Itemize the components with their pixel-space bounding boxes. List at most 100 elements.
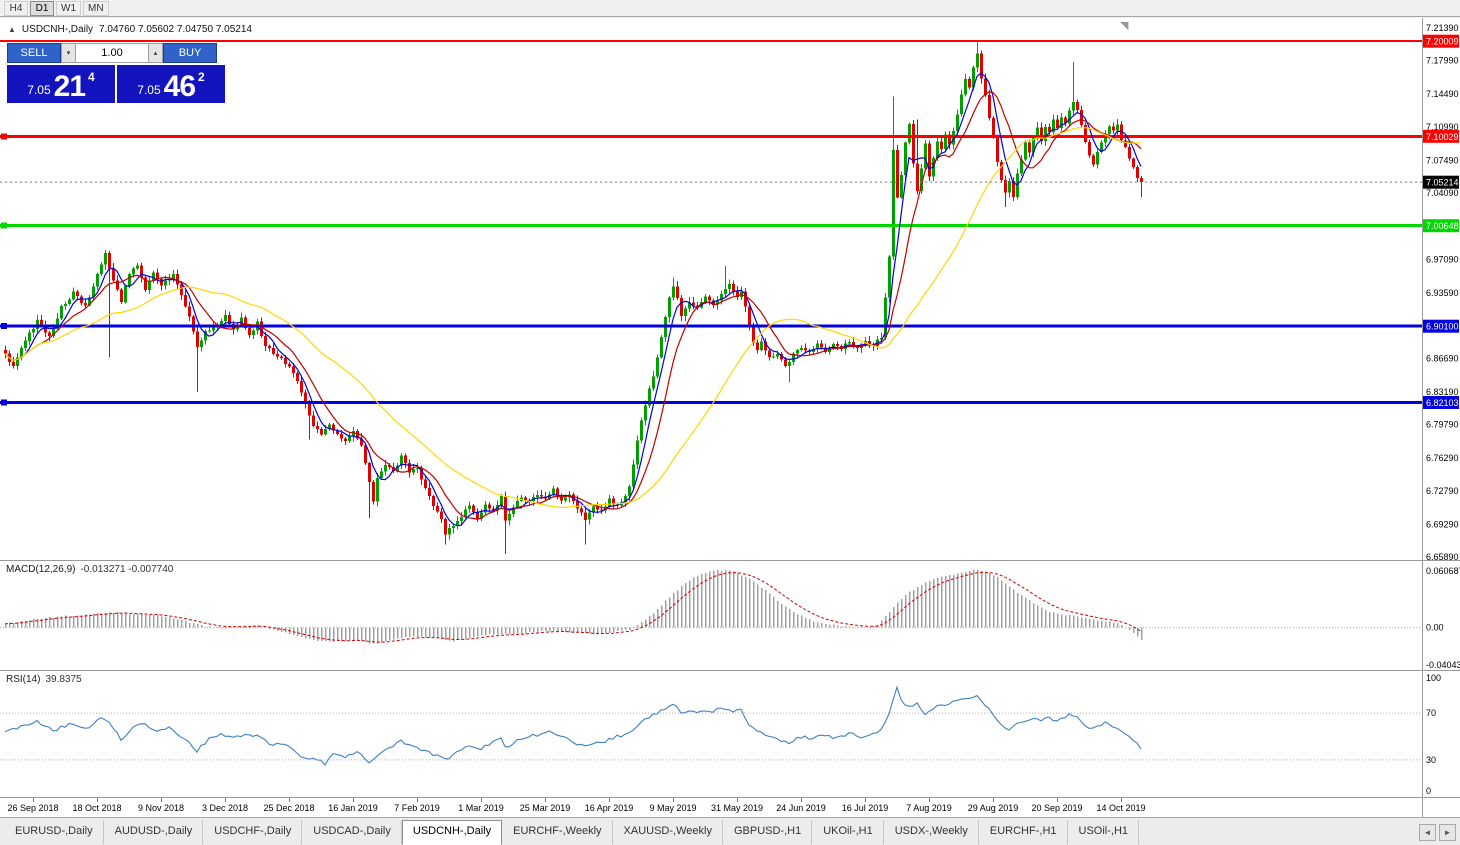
svg-text:29 Aug 2019: 29 Aug 2019 (968, 803, 1019, 813)
scroll-to-end-marker[interactable]: ◥ (1120, 20, 1129, 32)
tab-eurusd-daily[interactable]: EURUSD-,Daily (4, 820, 104, 845)
tab-ukoil-h1[interactable]: UKOil-,H1 (812, 820, 884, 845)
tab-usdcad-daily[interactable]: USDCAD-,Daily (302, 820, 402, 845)
svg-text:6.65890: 6.65890 (1426, 552, 1459, 562)
buy-price-pips: 46 (163, 70, 196, 103)
tab-nav: ◄ ► (1419, 824, 1456, 845)
tab-usdx-weekly[interactable]: USDX-,Weekly (884, 820, 979, 845)
timeframe-button-mn[interactable]: MN (83, 0, 109, 16)
ma-line-34 (4, 126, 1142, 508)
svg-text:25 Mar 2019: 25 Mar 2019 (520, 803, 571, 813)
buy-button[interactable]: BUY (163, 43, 217, 63)
buy-price-pipette: 2 (198, 70, 205, 84)
chart-tabs: EURUSD-,Daily AUDUSD-,Daily USDCHF-,Daily U… (4, 820, 1140, 845)
svg-text:0.00: 0.00 (1426, 623, 1444, 633)
svg-text:6.93590: 6.93590 (1426, 288, 1459, 298)
svg-text:6.97090: 6.97090 (1426, 255, 1459, 265)
buy-price-display[interactable]: 7.05 46 2 (117, 65, 225, 103)
timeframe-button-w1[interactable]: W1 (56, 0, 81, 16)
timeframe-toolbar: H4 D1 W1 MN (0, 0, 1460, 17)
volume-up-button[interactable]: ▴ (148, 43, 163, 63)
chart-tabbar: EURUSD-,Daily AUDUSD-,Daily USDCHF-,Daily U… (0, 817, 1460, 845)
sell-button[interactable]: SELL (7, 43, 61, 63)
tab-eurchf-weekly[interactable]: EURCHF-,Weekly (502, 820, 613, 845)
svg-text:7.17990: 7.17990 (1426, 55, 1459, 65)
svg-text:7.05214: 7.05214 (1426, 178, 1459, 188)
tab-audusd-daily[interactable]: AUDUSD-,Daily (104, 820, 204, 845)
chart-info-line: ▲ USDCNH-,Daily 7.04760 7.05602 7.04750 … (8, 24, 252, 35)
chart-canvas[interactable]: 7.21390 7.17990 7.14490 7.10990 7.07490 7.040… (0, 18, 1460, 817)
volume-input[interactable] (76, 43, 148, 63)
svg-text:16 Jul 2019: 16 Jul 2019 (842, 803, 889, 813)
svg-text:16 Apr 2019: 16 Apr 2019 (585, 803, 634, 813)
svg-text:7 Aug 2019: 7 Aug 2019 (906, 803, 952, 813)
price-axis[interactable]: 7.21390 7.17990 7.14490 7.10990 7.07490 7.040… (1422, 18, 1460, 817)
price-badge: 6.90100 (1423, 319, 1459, 333)
svg-text:14 Oct 2019: 14 Oct 2019 (1096, 803, 1145, 813)
svg-text:0: 0 (1426, 786, 1431, 796)
svg-text:30: 30 (1426, 755, 1436, 765)
svg-text:6.72790: 6.72790 (1426, 486, 1459, 496)
tab-usoil-h1[interactable]: USOil-,H1 (1068, 820, 1140, 845)
sell-price-pipette: 4 (88, 70, 95, 84)
ma-line-5 (4, 72, 1142, 527)
tab-eurchf-h1[interactable]: EURCHF-,H1 (979, 820, 1068, 845)
macd-values: -0.013271 -0.007740 (80, 564, 174, 575)
sell-price-pips: 21 (53, 70, 86, 103)
rsi-title: RSI(14) (6, 674, 41, 685)
svg-text:9 May 2019: 9 May 2019 (649, 803, 696, 813)
svg-text:-0.040432: -0.040432 (1426, 660, 1460, 670)
tab-usdchf-daily[interactable]: USDCHF-,Daily (203, 820, 303, 845)
tabs-scroll-left-button[interactable]: ◄ (1419, 824, 1436, 841)
svg-text:6.83190: 6.83190 (1426, 387, 1459, 397)
svg-text:26 Sep 2018: 26 Sep 2018 (7, 803, 58, 813)
one-click-collapse-icon[interactable]: ▲ (8, 25, 16, 34)
svg-text:7.04090: 7.04090 (1426, 188, 1459, 198)
macd-indicator-label: MACD(12,26,9) -0.013271 -0.007740 (6, 564, 173, 575)
sell-price-display[interactable]: 7.05 21 4 (7, 65, 115, 103)
svg-text:6.82103: 6.82103 (1426, 398, 1459, 408)
svg-text:7.07490: 7.07490 (1426, 156, 1459, 166)
ma-line-10 (4, 91, 1142, 520)
svg-text:100: 100 (1426, 673, 1441, 683)
svg-text:7.21390: 7.21390 (1426, 23, 1459, 33)
volume-down-button[interactable]: ▾ (61, 43, 76, 63)
chart-area[interactable]: 7.21390 7.17990 7.14490 7.10990 7.07490 7.040… (0, 18, 1460, 817)
svg-text:18 Oct 2018: 18 Oct 2018 (72, 803, 121, 813)
svg-text:16 Jan 2019: 16 Jan 2019 (328, 803, 378, 813)
svg-text:7.20009: 7.20009 (1426, 37, 1459, 47)
svg-text:6.90100: 6.90100 (1426, 322, 1459, 332)
time-axis[interactable]: 26 Sep 2018 18 Oct 2018 9 Nov 2018 3 Dec 20… (7, 798, 1146, 813)
svg-text:7.10990: 7.10990 (1426, 122, 1459, 132)
tab-xauusd-weekly[interactable]: XAUUSD-,Weekly (613, 820, 723, 845)
timeframe-button-h4[interactable]: H4 (4, 0, 28, 16)
timeframe-button-d1[interactable]: D1 (30, 0, 54, 16)
tab-gbpusd-h1[interactable]: GBPUSD-,H1 (723, 820, 813, 845)
chart-symbol-period: USDCNH-,Daily (21, 24, 94, 35)
svg-text:70: 70 (1426, 708, 1436, 718)
svg-text:9 Nov 2018: 9 Nov 2018 (138, 803, 184, 813)
svg-text:6.79790: 6.79790 (1426, 420, 1459, 430)
price-badge: 7.20009 (1423, 34, 1459, 48)
sell-price-base: 7.05 (27, 83, 51, 97)
price-badge: 7.05214 (1423, 175, 1459, 189)
price-badge: 7.00648 (1423, 219, 1459, 233)
macd-title: MACD(12,26,9) (6, 564, 76, 575)
svg-text:24 Jun 2019: 24 Jun 2019 (776, 803, 826, 813)
svg-text:6.69290: 6.69290 (1426, 520, 1459, 530)
macd-signal-line (4, 571, 1142, 643)
svg-text:25 Dec 2018: 25 Dec 2018 (263, 803, 314, 813)
svg-text:6.86690: 6.86690 (1426, 354, 1459, 364)
chart-ohlc-values: 7.04760 7.05602 7.04750 7.05214 (99, 24, 252, 35)
tabs-scroll-right-button[interactable]: ► (1439, 824, 1456, 841)
rsi-line (4, 685, 1142, 767)
svg-text:6.76290: 6.76290 (1426, 453, 1459, 463)
tab-usdcnh-daily[interactable]: USDCNH-,Daily (401, 820, 503, 845)
svg-text:7 Feb 2019: 7 Feb 2019 (394, 803, 440, 813)
rsi-value: 39.8375 (45, 674, 82, 685)
svg-text:20 Sep 2019: 20 Sep 2019 (1031, 803, 1082, 813)
svg-text:3 Dec 2018: 3 Dec 2018 (202, 803, 248, 813)
svg-text:1 Mar 2019: 1 Mar 2019 (458, 803, 504, 813)
